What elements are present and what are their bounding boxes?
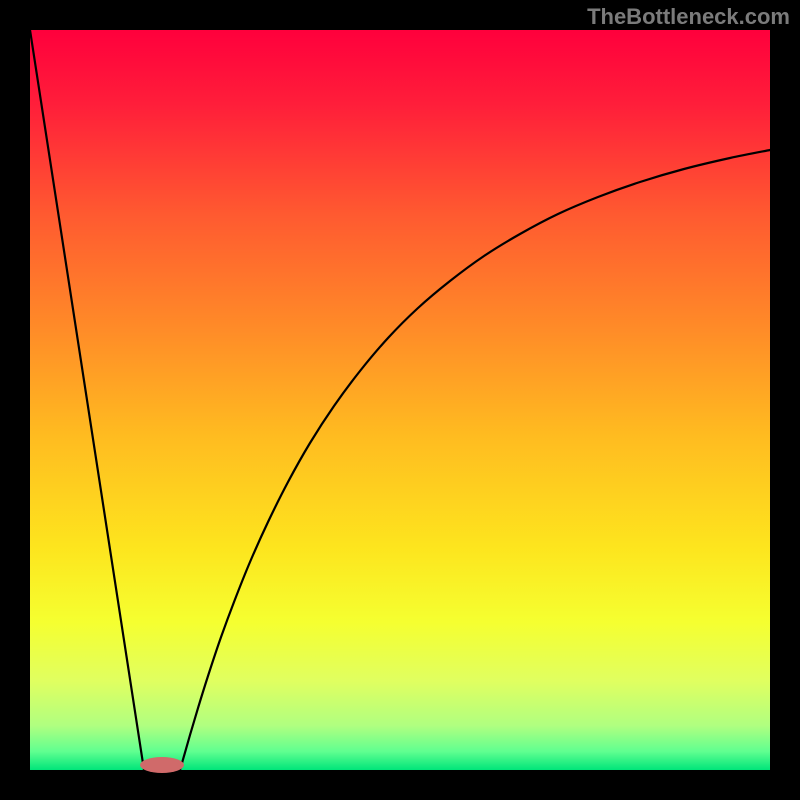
plot-background [30,30,770,770]
chart-container: TheBottleneck.com [0,0,800,800]
watermark-text: TheBottleneck.com [587,4,790,30]
bottleneck-marker [140,757,184,773]
bottleneck-curve-chart [0,0,800,800]
